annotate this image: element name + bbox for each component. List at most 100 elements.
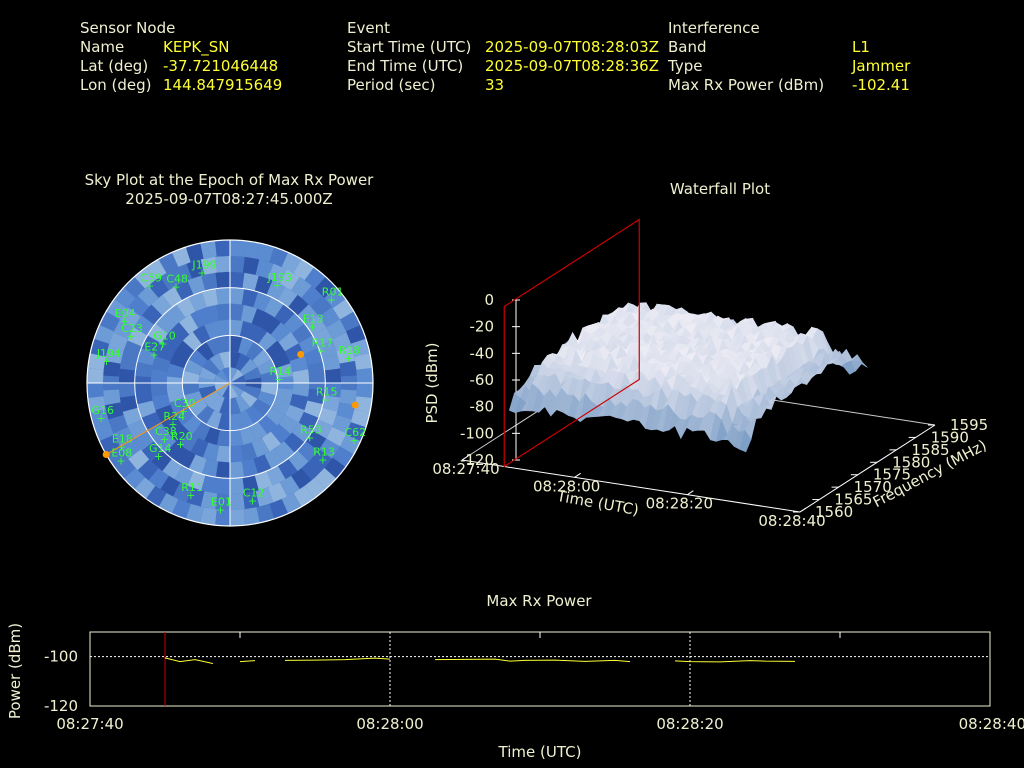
- satellite-label: E04: [115, 307, 136, 320]
- sky-cell: [243, 507, 260, 526]
- sky-cell: [214, 375, 230, 383]
- satellite-marker: +: [321, 394, 330, 407]
- satellite-label: R24: [163, 410, 185, 423]
- sky-cell: [160, 269, 181, 291]
- satellite-label: J199: [191, 258, 216, 271]
- sky-cell: [312, 327, 333, 347]
- sky-cell: [281, 493, 302, 514]
- sky-cell: [245, 341, 264, 361]
- waterfall-title: Waterfall Plot: [669, 180, 771, 198]
- sky-cell: [216, 383, 230, 397]
- sky-cell: [158, 252, 179, 273]
- sky-cell: [340, 311, 361, 332]
- sky-cell: [253, 291, 272, 312]
- sky-cell: [230, 369, 244, 383]
- sky-cell: [230, 493, 245, 511]
- sky-cell: [87, 353, 106, 370]
- sky-cell: [200, 240, 217, 259]
- sky-cell: [289, 394, 309, 411]
- sky-cell: [201, 288, 219, 308]
- sky-cell: [93, 422, 114, 442]
- sky-cell: [255, 487, 274, 507]
- sky-cell: [241, 304, 258, 324]
- event-period-label: Period (sec): [347, 76, 436, 94]
- sky-cell: [230, 271, 245, 289]
- satellite-marker: +: [145, 280, 154, 293]
- sky-cell: [238, 336, 254, 356]
- sky-cell: [271, 351, 291, 369]
- sky-cell: [134, 388, 153, 405]
- sky-cell: [230, 445, 244, 463]
- satellite-label: R14: [269, 365, 291, 378]
- sky-cell: [277, 286, 298, 308]
- sky-cell: [252, 398, 272, 417]
- sky-cell: [204, 320, 221, 340]
- sky-cell: [128, 449, 150, 471]
- sky-cell: [254, 275, 273, 295]
- sky-cell: [166, 363, 185, 379]
- sky-cell: [169, 322, 190, 343]
- event-heading: Event: [347, 19, 390, 37]
- sky-cell: [119, 354, 138, 371]
- sky-cell: [281, 252, 302, 273]
- sky-cell: [254, 471, 273, 491]
- sky-cell: [336, 346, 356, 364]
- sky-cell: [230, 303, 244, 321]
- sky-cell: [188, 454, 207, 475]
- sky-cell: [278, 331, 299, 352]
- sky-cell: [188, 291, 207, 312]
- sky-cell: [230, 461, 245, 479]
- sky-cell: [242, 475, 259, 494]
- sky-cell: [230, 383, 246, 391]
- sky-cell: [188, 398, 208, 417]
- psd-tick-label: -80: [470, 398, 495, 416]
- sky-cell: [292, 323, 313, 344]
- sky-cell: [160, 475, 181, 497]
- sky-cell: [242, 272, 259, 291]
- sky-cell: [230, 383, 244, 397]
- sky-cell: [350, 409, 370, 428]
- time-tick-label: 08:27:40: [432, 460, 499, 478]
- sky-cell: [192, 324, 211, 345]
- sky-cell: [182, 370, 200, 383]
- satellite-label: R01: [322, 285, 344, 298]
- satellite-label: E08: [111, 446, 132, 459]
- sky-cell: [217, 413, 230, 431]
- sky-cell: [288, 450, 309, 472]
- satellite-marker: +: [116, 454, 125, 467]
- power-series-segment: [284, 657, 391, 661]
- freq-tick-label: 1560: [815, 503, 853, 521]
- sky-cell: [119, 307, 141, 328]
- sky-cell: [310, 449, 332, 471]
- sky-cell: [202, 442, 219, 462]
- sky-cell: [354, 353, 373, 370]
- satellite-marker: +: [154, 450, 163, 463]
- satellite-label: R53: [300, 424, 322, 437]
- sky-cell: [252, 349, 272, 368]
- sky-cell: [307, 388, 326, 405]
- interference-power-label: Max Rx Power (dBm): [668, 76, 825, 94]
- sky-cell: [230, 240, 245, 257]
- event-end-value: 2025-09-07T08:28:36Z: [485, 57, 659, 75]
- satellite-marker: +: [274, 373, 283, 386]
- sky-cell: [238, 410, 254, 430]
- sky-cell: [318, 407, 338, 426]
- sky-cell: [270, 423, 291, 444]
- sky-cell: [90, 409, 110, 428]
- sky-cell: [240, 390, 258, 408]
- sky-cell: [174, 340, 195, 360]
- sky-cell: [240, 358, 258, 376]
- sky-cell: [257, 391, 277, 407]
- power-chart-title: Max Rx Power: [486, 592, 592, 610]
- time-tick: [687, 490, 694, 496]
- sky-cell: [147, 323, 168, 344]
- sky-cell: [243, 367, 262, 381]
- satellite-marker: +: [327, 293, 336, 306]
- bearing-line: [105, 382, 231, 455]
- sky-cell: [275, 387, 294, 403]
- sky-cell: [118, 368, 136, 383]
- sky-cell: [297, 441, 319, 462]
- satellite-marker: +: [149, 349, 158, 362]
- sky-cell: [162, 286, 183, 308]
- sky-cell: [298, 412, 319, 431]
